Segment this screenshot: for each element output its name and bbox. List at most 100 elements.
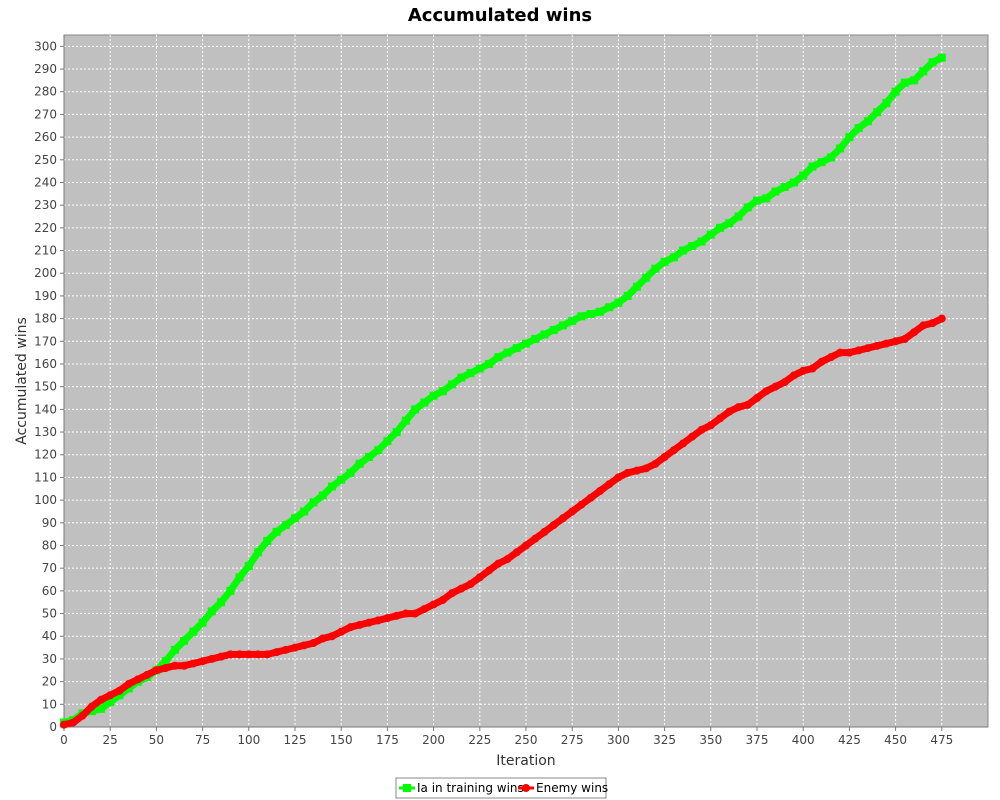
series-0-point [568, 316, 577, 325]
series-1-point [457, 584, 466, 593]
series-0-point [725, 219, 734, 228]
legend-marker-enemy [522, 784, 530, 792]
series-1-point [734, 403, 743, 412]
series-0-point [854, 124, 863, 133]
series-1-point [383, 614, 392, 623]
series-0-point [291, 514, 299, 523]
series-0-point [161, 657, 170, 666]
x-axis-label: Iteration [496, 753, 555, 769]
x-tick-label: 375 [746, 733, 769, 747]
series-1-point [143, 670, 152, 679]
series-0-point [503, 348, 512, 357]
series-1-point [327, 632, 336, 641]
series-1-point [743, 400, 752, 409]
series-0-point [697, 237, 706, 246]
series-1-point [401, 609, 410, 618]
series-1-point [882, 339, 891, 348]
series-1-point [318, 634, 327, 643]
series-0-point [309, 498, 318, 507]
series-0-point [743, 203, 752, 212]
y-tick-label: 120 [34, 448, 57, 462]
series-0-point [910, 76, 919, 85]
series-0-point [180, 636, 189, 645]
legend-label-ia: Ia in training wins [417, 781, 524, 795]
y-tick-label: 290 [34, 62, 57, 76]
y-tick-label: 260 [34, 130, 57, 144]
series-0-point [438, 387, 447, 396]
x-tick-label: 0 [60, 733, 68, 747]
y-tick-label: 220 [34, 221, 57, 235]
series-0-point [863, 117, 872, 126]
series-1-point [355, 620, 364, 629]
series-1-point [586, 493, 595, 502]
x-tick-label: 275 [561, 733, 584, 747]
series-0-point [669, 253, 678, 262]
y-tick-label: 210 [34, 244, 57, 258]
series-1-point [817, 357, 826, 366]
x-tick-label: 200 [422, 733, 445, 747]
series-0-point [605, 303, 614, 312]
x-axis-ticks: 0 25 50 75 100 125 150 175 200 225 250 275 300 325 350… [60, 727, 953, 747]
series-0-point [189, 627, 198, 636]
x-tick-label: 350 [699, 733, 722, 747]
series-1-point [789, 371, 798, 380]
series-1-point [688, 432, 697, 441]
series-1-point [309, 639, 318, 648]
y-tick-label: 270 [34, 107, 57, 121]
series-1-point [170, 661, 179, 670]
series-0-point [124, 684, 133, 693]
series-1-point [873, 341, 882, 350]
series-0-point [549, 325, 558, 334]
x-tick-label: 400 [792, 733, 815, 747]
series-0-point [577, 312, 586, 321]
series-0-point [522, 339, 530, 348]
series-1-point [549, 521, 558, 530]
series-0-point [485, 359, 494, 368]
x-tick-label: 300 [607, 733, 630, 747]
series-1-point [346, 623, 355, 632]
y-tick-label: 130 [34, 425, 57, 439]
series-0-point [531, 335, 540, 344]
series-0-point [457, 373, 466, 382]
series-1-point [558, 514, 567, 523]
series-1-point [706, 421, 715, 430]
series-1-point [771, 382, 780, 391]
series-0-point [780, 183, 789, 192]
series-1-point [753, 394, 761, 403]
series-1-point [937, 314, 946, 323]
series-1-point [78, 711, 87, 720]
series-0-point [512, 344, 521, 353]
series-1-point [854, 346, 863, 355]
series-0-point [355, 459, 364, 468]
y-tick-label: 70 [42, 561, 57, 575]
series-0-point [632, 282, 641, 291]
series-1-point [374, 616, 383, 625]
series-1-point [494, 559, 503, 568]
y-tick-label: 30 [42, 652, 57, 666]
series-1-point [725, 407, 734, 416]
series-0-point [734, 212, 743, 221]
series-1-point [595, 487, 604, 496]
series-0-point [374, 446, 383, 455]
series-0-point [244, 561, 253, 570]
series-0-point [494, 353, 503, 362]
series-1-point [392, 611, 401, 620]
series-0-point [882, 99, 891, 108]
y-tick-label: 300 [34, 39, 57, 53]
series-1-point [281, 645, 290, 654]
series-1-point [568, 507, 577, 516]
series-0-point [595, 307, 604, 316]
y-tick-label: 190 [34, 289, 57, 303]
series-1-point [466, 580, 475, 589]
series-0-point [771, 187, 780, 196]
series-0-point [928, 58, 937, 67]
series-0-point [614, 298, 623, 307]
series-1-point [780, 378, 789, 387]
series-1-point [272, 648, 281, 657]
series-0-point [900, 78, 909, 87]
series-0-point [170, 645, 179, 654]
series-1-point [632, 466, 641, 475]
series-0-point [679, 246, 688, 255]
series-0-point [106, 698, 115, 707]
series-0-point [808, 162, 817, 171]
